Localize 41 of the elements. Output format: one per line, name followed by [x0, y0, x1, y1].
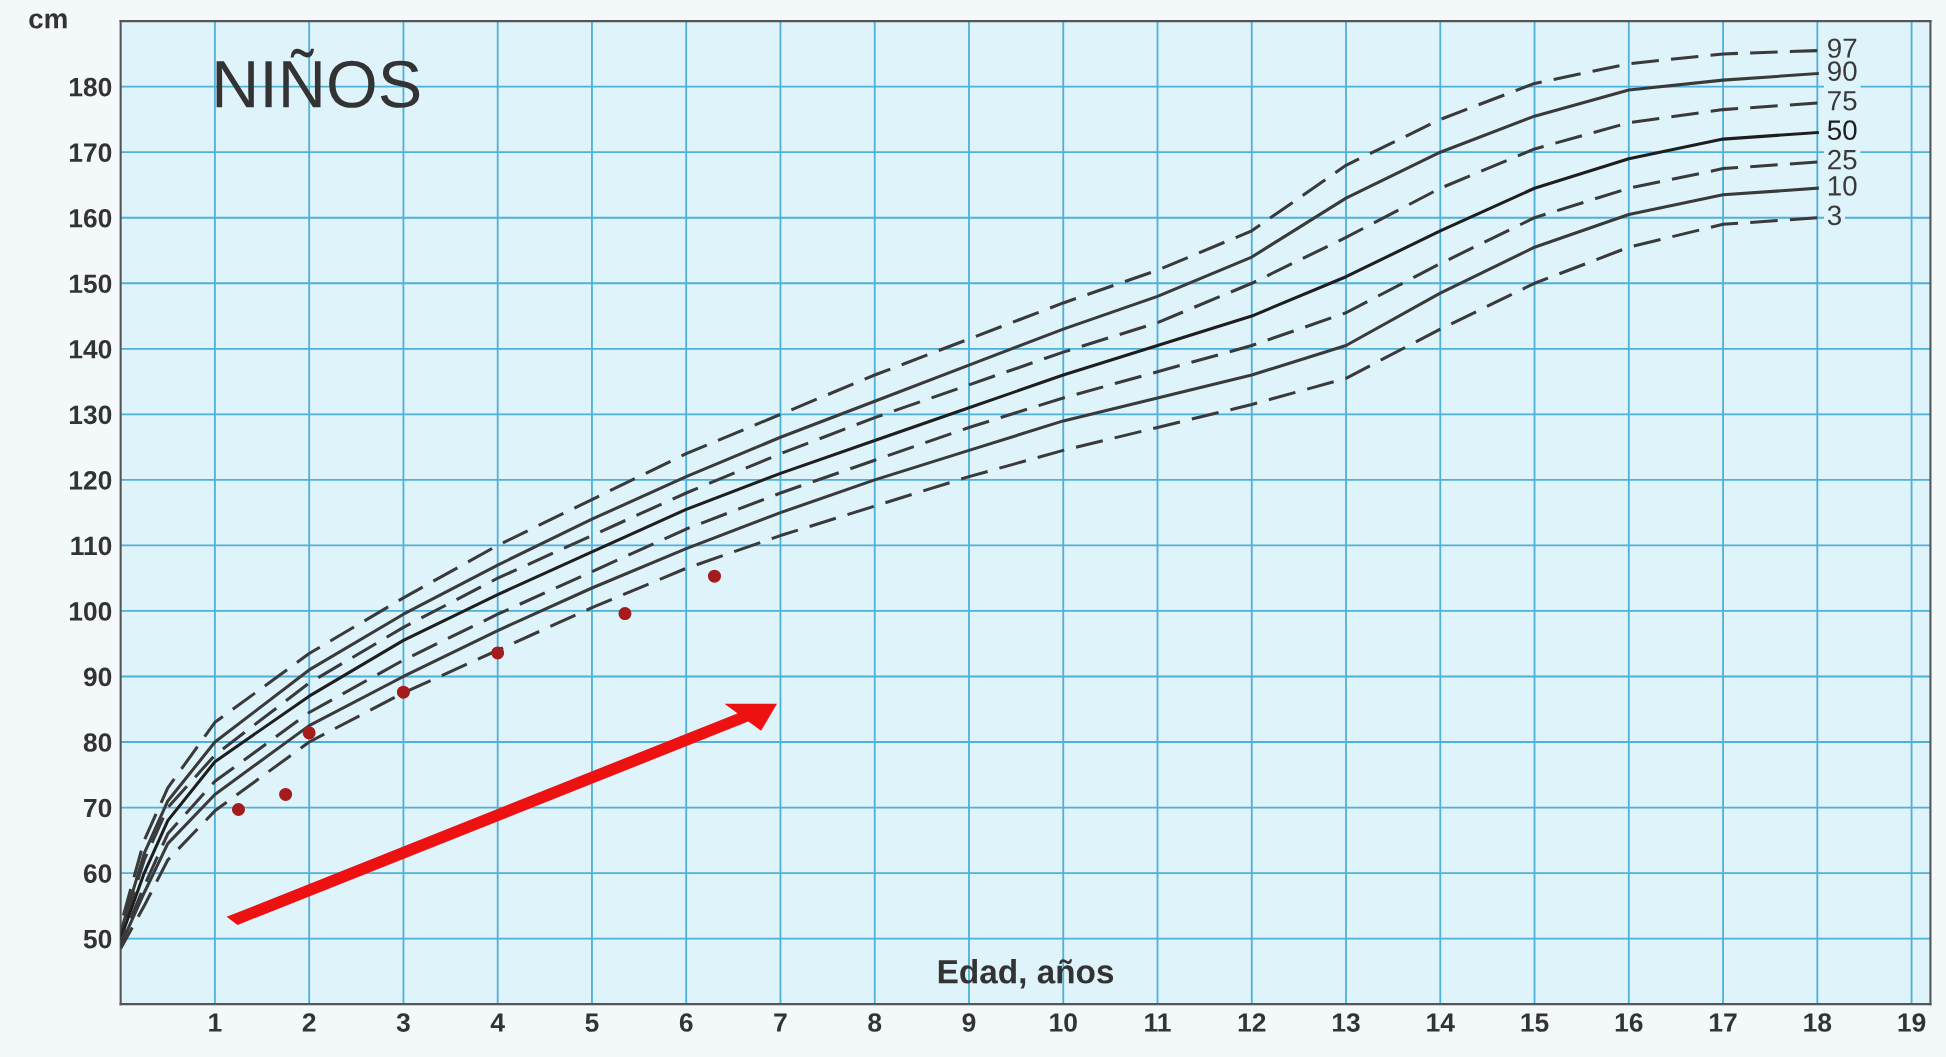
x-tick-label: 6	[679, 1013, 693, 1032]
y-tick-label: 170	[69, 143, 112, 163]
x-tick-label: 4	[490, 1013, 505, 1032]
x-tick-label: 9	[962, 1013, 976, 1032]
y-tick-label: 80	[83, 733, 112, 752]
x-tick-label: 16	[1615, 1013, 1643, 1032]
y-tick-label: 70	[84, 798, 112, 818]
x-tick-label: 10	[1050, 1013, 1077, 1032]
x-tick-label: 3	[396, 1013, 410, 1032]
x-tick-label: 8	[868, 1013, 882, 1032]
x-tick-label: 5	[585, 1013, 599, 1032]
x-tick-label: 11	[1145, 1013, 1171, 1032]
series-label: 50	[1827, 120, 1857, 140]
y-tick-label: 120	[69, 471, 112, 490]
y-tick-label: 90	[83, 667, 112, 687]
y-tick-label: 100	[69, 602, 112, 621]
x-tick-label: 17	[1710, 1013, 1737, 1032]
y-tick-label: 140	[69, 339, 112, 359]
x-tick-label: 19	[1898, 1013, 1926, 1032]
y-tick-label: 130	[69, 405, 112, 425]
y-tick-label: 180	[69, 77, 112, 97]
y-tick-label: 50	[83, 929, 112, 949]
y-axis-title: cm	[29, 13, 67, 29]
series-label: 75	[1828, 91, 1857, 111]
y-tick-label: 150	[69, 274, 112, 294]
x-tick-label: 2	[302, 1013, 316, 1032]
x-tick-label: 12	[1238, 1013, 1266, 1032]
x-tick-label: 15	[1521, 1013, 1549, 1032]
series-label: 3	[1827, 205, 1841, 226]
x-tick-label: 7	[774, 1013, 787, 1032]
x-tick-label: 14	[1427, 1013, 1455, 1032]
y-tick-label: 160	[69, 208, 112, 228]
y-tick-label: 60	[83, 864, 112, 883]
x-tick-label: 13	[1333, 1013, 1360, 1032]
x-tick-label: 1	[209, 1013, 222, 1032]
series-label: 97	[1828, 38, 1857, 59]
series-label: 25	[1828, 149, 1857, 170]
y-tick-label: 110	[71, 536, 112, 556]
x-tick-label: 18	[1804, 1013, 1832, 1032]
series-label: 90	[1828, 61, 1857, 82]
series-label: 10	[1828, 176, 1857, 196]
